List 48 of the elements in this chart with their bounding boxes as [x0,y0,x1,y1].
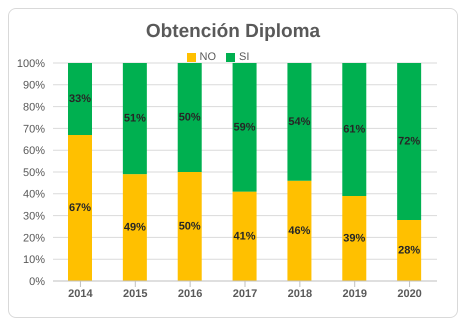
data-label: 72% [398,135,420,148]
y-tick-label: 100% [16,58,46,70]
bar [397,220,422,281]
y-tick-label: 20% [22,232,46,244]
bar [178,63,202,172]
data-label: 49% [124,222,146,234]
data-label: 39% [343,232,366,244]
data-label: 46% [288,224,311,237]
x-tick-label: 2017 [232,288,258,300]
data-label: 33% [68,92,92,105]
bar [232,192,257,281]
legend-label: SI [239,51,250,63]
data-label: 59% [234,121,256,134]
bar [342,196,366,281]
bar [287,63,312,181]
x-tick-label: 2020 [397,288,422,300]
data-label: 54% [288,116,311,128]
chart-title: Obtención Diploma [144,21,322,44]
y-tick-label: 10% [22,254,46,266]
bar [68,63,92,135]
bar [342,63,366,196]
bar [122,174,147,281]
y-tick-label: 70% [22,123,46,136]
y-tick-label: 30% [22,210,46,223]
legend-label: NO [200,51,216,63]
x-tick-label: 2015 [123,288,148,300]
bar [397,63,422,220]
y-tick-label: 40% [22,188,46,201]
x-tick-label: 2014 [68,288,94,300]
data-label: 41% [234,230,256,242]
x-tick-label: 2016 [178,288,202,300]
data-label: 67% [68,202,92,214]
data-label: 28% [398,244,420,256]
y-tick-label: 80% [22,102,46,114]
bar [68,134,92,281]
y-tick-label: 90% [22,80,46,92]
bar [287,180,312,281]
x-tick-label: 2019 [342,288,367,300]
x-tick-label: 2018 [288,288,312,300]
y-tick-label: 60% [22,145,46,158]
y-tick-label: 0% [29,276,46,288]
y-tick-label: 50% [22,166,46,179]
bar [122,63,147,174]
data-label: 50% [178,112,201,124]
bar [178,172,202,281]
data-label: 51% [124,112,146,125]
data-label: 61% [343,123,366,136]
data-label: 50% [178,220,201,232]
